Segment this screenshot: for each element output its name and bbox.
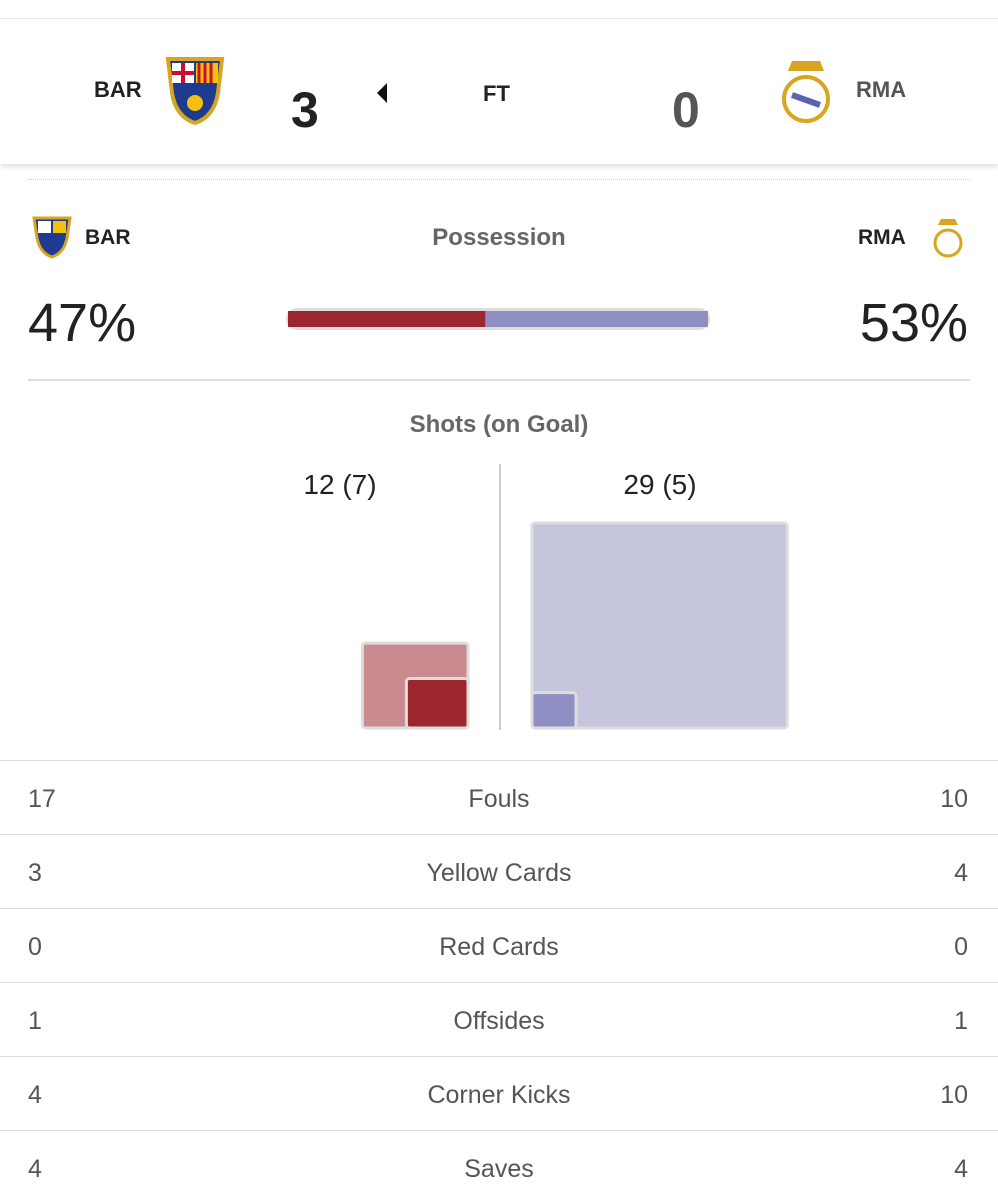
divider	[28, 179, 970, 180]
shots-title: Shots (on Goal)	[409, 411, 589, 438]
home-abbr: BAR	[85, 226, 131, 249]
away-possession: 53%	[859, 293, 968, 353]
stats-table: 17 Fouls 10 3 Yellow Cards 4 0 Red Cards 0 1 Offsi…	[0, 760, 998, 1200]
stat-row: 17 Fouls 10	[0, 760, 998, 834]
home-score: 3	[291, 82, 319, 138]
shots-label: 12 (7)	[303, 469, 376, 500]
shots-chart: 12 (7) 29 (5)	[303, 464, 789, 730]
score-header: BAR 3 FT 0 RMA	[0, 18, 998, 164]
home-crest	[165, 57, 225, 125]
shots-label: 29 (5)	[623, 469, 696, 500]
home-possession: 47%	[28, 293, 137, 353]
stat-home: 3	[28, 859, 42, 887]
away-abbr: RMA	[858, 226, 906, 249]
stat-away: 1	[954, 1007, 968, 1035]
divider	[28, 379, 970, 381]
stat-label: Fouls	[468, 785, 530, 813]
stat-row: 3 Yellow Cards 4	[0, 834, 998, 908]
stat-label: Saves	[464, 1155, 534, 1183]
stat-row: 0 Red Cards 0	[0, 908, 998, 982]
stat-row: 1 Offsides 1	[0, 982, 998, 1056]
match-status: FT	[483, 81, 510, 106]
stat-label: Corner Kicks	[427, 1081, 571, 1109]
possession-bar	[286, 308, 710, 330]
away-abbr: RMA	[856, 77, 907, 102]
stat-label: Offsides	[453, 1007, 545, 1035]
away-score: 0	[672, 82, 700, 138]
possession-title: Possession	[432, 224, 566, 251]
stat-label: Yellow Cards	[426, 859, 572, 887]
home-abbr: BAR	[94, 77, 142, 102]
stat-home: 17	[28, 785, 56, 813]
stat-home: 1	[28, 1007, 42, 1035]
on-goal-box	[530, 691, 578, 730]
home-crest-small	[32, 216, 72, 259]
stat-row: 4 Corner Kicks 10	[0, 1056, 998, 1130]
away-possession-segment	[485, 311, 708, 327]
on-goal-box	[404, 677, 470, 730]
stat-away: 10	[940, 1081, 968, 1109]
possession-arrow	[377, 83, 387, 103]
stat-home: 4	[28, 1081, 42, 1109]
stat-home: 0	[28, 933, 42, 961]
stat-home: 4	[28, 1155, 42, 1183]
away-crest-small	[933, 219, 963, 258]
stat-away: 10	[940, 785, 968, 813]
stat-away: 4	[954, 859, 968, 887]
stat-label: Red Cards	[439, 933, 559, 961]
stat-row: 4 Saves 4	[0, 1130, 998, 1200]
shots-box	[530, 521, 789, 730]
stat-away: 0	[954, 933, 968, 961]
home-possession-segment	[288, 311, 486, 327]
stat-away: 4	[954, 1155, 968, 1183]
away-crest	[782, 61, 830, 123]
